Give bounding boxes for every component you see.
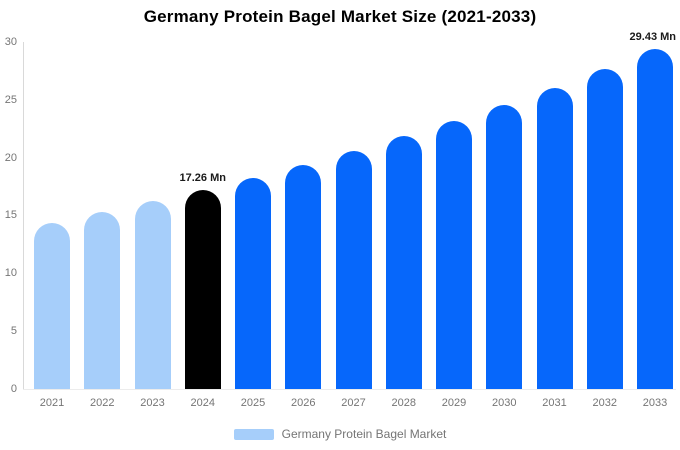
x-axis-tick-label-2028: 2028 (391, 397, 416, 409)
x-axis-tick-label-2030: 2030 (492, 397, 517, 409)
bar-2027[interactable] (335, 151, 372, 389)
bar-2024[interactable] (184, 189, 221, 389)
bar-2029[interactable] (436, 121, 472, 389)
y-axis-tick-label: 5 (10, 324, 17, 337)
y-axis-tick-label: 0 (10, 382, 17, 395)
bar-2032[interactable] (586, 69, 623, 389)
bar-2026[interactable] (285, 164, 322, 389)
x-axis-tick-label-2023: 2023 (140, 397, 165, 409)
x-axis-tick-label-2024: 2024 (190, 397, 215, 409)
x-axis-tick-label-2027: 2027 (341, 397, 366, 409)
x-axis-line (23, 389, 676, 390)
y-axis-tick-label: 15 (4, 209, 17, 222)
chart-title: Germany Protein Bagel Market Size (2021-… (143, 7, 537, 26)
bar-2028[interactable] (385, 136, 422, 389)
x-axis-tick-label-2029: 2029 (441, 397, 467, 409)
data-label-2033: 29.43 Mn (629, 31, 676, 44)
x-axis-tick-label-2021: 2021 (39, 397, 65, 409)
bar-2033[interactable] (637, 49, 673, 389)
bar-2023[interactable] (134, 200, 171, 389)
bar-2021[interactable] (34, 222, 70, 389)
y-axis-tick-label: 20 (4, 151, 17, 164)
bar-2031[interactable] (536, 87, 573, 389)
legend-label: Germany Protein Bagel Market (281, 427, 447, 441)
bar-2030[interactable] (486, 104, 523, 389)
x-axis-tick-label-2032: 2032 (592, 397, 617, 409)
x-axis-tick-label-2031: 2031 (542, 397, 567, 409)
legend[interactable]: Germany Protein Bagel Market (0, 427, 680, 441)
x-axis-tick-label-2033: 2033 (642, 397, 668, 409)
y-axis-tick-label: 30 (4, 36, 17, 48)
y-axis-line (23, 42, 24, 389)
x-axis-tick-label-2025: 2025 (240, 397, 266, 409)
y-axis-tick-label: 25 (4, 93, 17, 106)
x-axis-tick-label-2026: 2026 (291, 397, 316, 409)
bar-2022[interactable] (84, 212, 121, 389)
legend-swatch-icon (233, 428, 274, 440)
y-axis-tick-label: 10 (4, 267, 17, 279)
bar-2025[interactable] (235, 177, 271, 389)
data-label-2024: 17.26 Mn (179, 171, 226, 184)
x-axis-tick-label-2022: 2022 (90, 397, 115, 409)
